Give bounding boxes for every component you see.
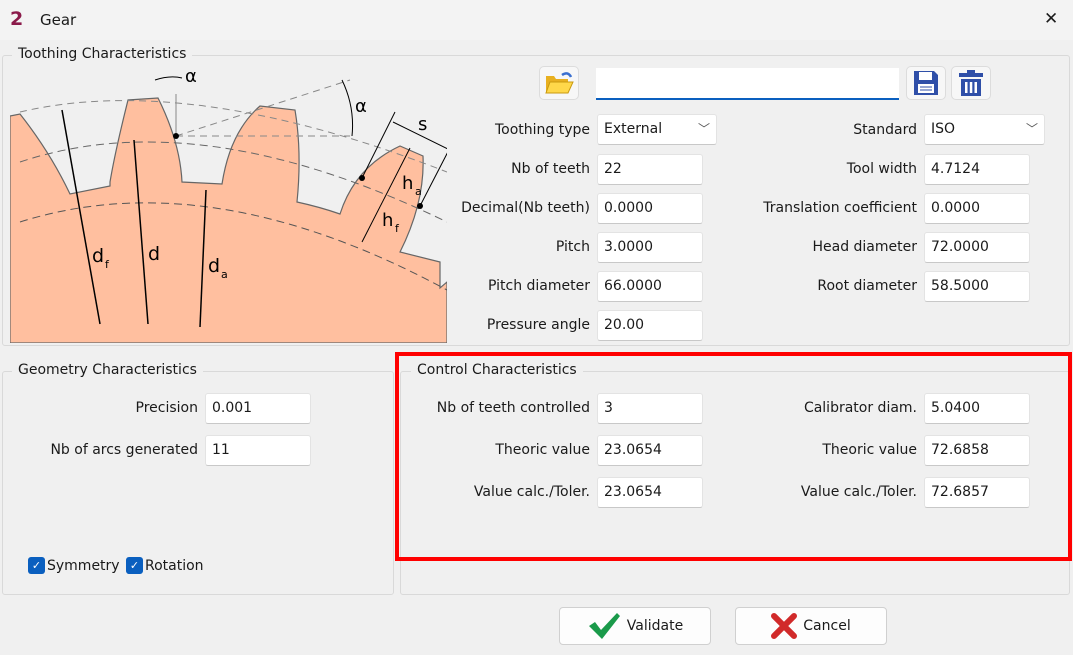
nb-teeth-controlled-label: Nb of teeth controlled <box>436 400 590 416</box>
symmetry-label: Symmetry <box>47 557 120 574</box>
decimal-nb-teeth-input[interactable]: 0.0000 <box>597 193 703 224</box>
cancel-label: Cancel <box>803 618 851 634</box>
chevron-down-icon: ﹀ <box>1025 122 1038 136</box>
trash-icon <box>959 70 983 96</box>
head-diameter-subscript: a <box>221 268 228 281</box>
head-diameter-input[interactable]: 72.0000 <box>924 232 1030 263</box>
calibrator-diam-input[interactable]: 5.0400 <box>924 393 1030 424</box>
symmetry-checkbox[interactable]: ✓ Symmetry <box>28 557 120 574</box>
toothing-type-label: Toothing type <box>494 122 590 138</box>
pitch-diameter-label: d <box>148 243 160 265</box>
toothing-type-select[interactable]: External ﹀ <box>597 114 717 145</box>
pressure-angle-label: Pressure angle <box>486 317 590 333</box>
cancel-button[interactable]: Cancel <box>735 607 887 645</box>
toothing-type-value: External <box>604 121 663 137</box>
nb-teeth-label: Nb of teeth <box>511 161 590 177</box>
root-diameter-label: d <box>92 245 104 267</box>
geometry-group-label: Geometry Characteristics <box>12 362 203 378</box>
pitch-diameter-input[interactable]: 66.0000 <box>597 271 703 302</box>
value-calc-toler-label: Value calc./Toler. <box>473 484 590 500</box>
theoric-value-2-input[interactable]: 72.6858 <box>924 435 1030 466</box>
toothing-group-label: Toothing Characteristics <box>12 46 193 62</box>
app-logo-icon: 2 <box>10 8 24 30</box>
tool-width-input[interactable]: 4.7124 <box>924 154 1030 185</box>
translation-coefficient-input[interactable]: 0.0000 <box>924 193 1030 224</box>
dedendum-label: h <box>382 210 393 231</box>
calibrator-diam-label: Calibrator diam. <box>803 400 917 416</box>
cross-icon <box>771 613 798 639</box>
checkmark-icon: ✓ <box>28 557 45 574</box>
title-bar: 2 Gear ✕ <box>0 0 1073 40</box>
precision-label: Precision <box>135 400 198 416</box>
head-diameter-label: d <box>208 255 220 277</box>
folder-open-icon <box>545 72 574 94</box>
delete-button[interactable] <box>951 66 991 100</box>
nb-teeth-controlled-input[interactable]: 3 <box>597 393 703 424</box>
root-diameter-input[interactable]: 58.5000 <box>924 271 1030 302</box>
save-icon <box>914 71 938 95</box>
alpha-label-2: α <box>355 96 367 117</box>
save-button[interactable] <box>906 66 946 100</box>
root-diameter-label: Root diameter <box>817 278 917 294</box>
file-name-input[interactable] <box>596 68 899 100</box>
decimal-nb-teeth-label: Decimal(Nb teeth) <box>461 200 590 216</box>
standard-select[interactable]: ISO ﹀ <box>924 114 1045 145</box>
value-calc-toler-input[interactable]: 23.0654 <box>597 477 703 508</box>
checkmark-icon: ✓ <box>126 557 143 574</box>
tooth-thickness-label: s <box>418 114 427 135</box>
validate-button[interactable]: Validate <box>559 607 711 645</box>
pitch-label: Pitch <box>555 239 590 255</box>
control-group-label: Control Characteristics <box>411 362 583 378</box>
pitch-diameter-label: Pitch diameter <box>488 278 590 294</box>
alpha-label: α <box>185 66 197 87</box>
value-calc-toler-2-input[interactable]: 72.6857 <box>924 477 1030 508</box>
checkmark-icon <box>588 613 620 639</box>
root-diameter-subscript: f <box>105 258 110 271</box>
head-diameter-label: Head diameter <box>812 239 917 255</box>
value-calc-toler-2-label: Value calc./Toler. <box>800 484 917 500</box>
standard-value: ISO <box>931 121 956 137</box>
pressure-angle-input[interactable]: 20.00 <box>597 310 703 341</box>
addendum-subscript: a <box>415 185 422 198</box>
highlight-box <box>395 352 1072 561</box>
translation-coefficient-label: Translation coefficient <box>763 200 917 216</box>
rotation-label: Rotation <box>145 557 204 574</box>
addendum-label: h <box>402 173 413 194</box>
rotation-checkbox[interactable]: ✓ Rotation <box>126 557 204 574</box>
tool-width-label: Tool width <box>846 161 917 177</box>
nb-arcs-input[interactable]: 11 <box>205 435 311 466</box>
nb-arcs-label: Nb of arcs generated <box>50 442 198 458</box>
theoric-value-input[interactable]: 23.0654 <box>597 435 703 466</box>
close-icon[interactable]: ✕ <box>1044 9 1059 29</box>
nb-teeth-input[interactable]: 22 <box>597 154 703 185</box>
pitch-input[interactable]: 3.0000 <box>597 232 703 263</box>
theoric-value-label: Theoric value <box>495 442 590 458</box>
theoric-value-2-label: Theoric value <box>822 442 917 458</box>
toothing-characteristics-group <box>2 55 1070 346</box>
chevron-down-icon: ﹀ <box>697 122 710 136</box>
window-title: Gear <box>40 11 77 29</box>
open-file-button[interactable] <box>539 66 579 100</box>
gear-diagram: α α s h a h f d f d d a <box>10 62 447 343</box>
validate-label: Validate <box>626 618 684 634</box>
precision-input[interactable]: 0.001 <box>205 393 311 424</box>
standard-label: Standard <box>853 122 917 138</box>
dedendum-subscript: f <box>395 222 400 235</box>
